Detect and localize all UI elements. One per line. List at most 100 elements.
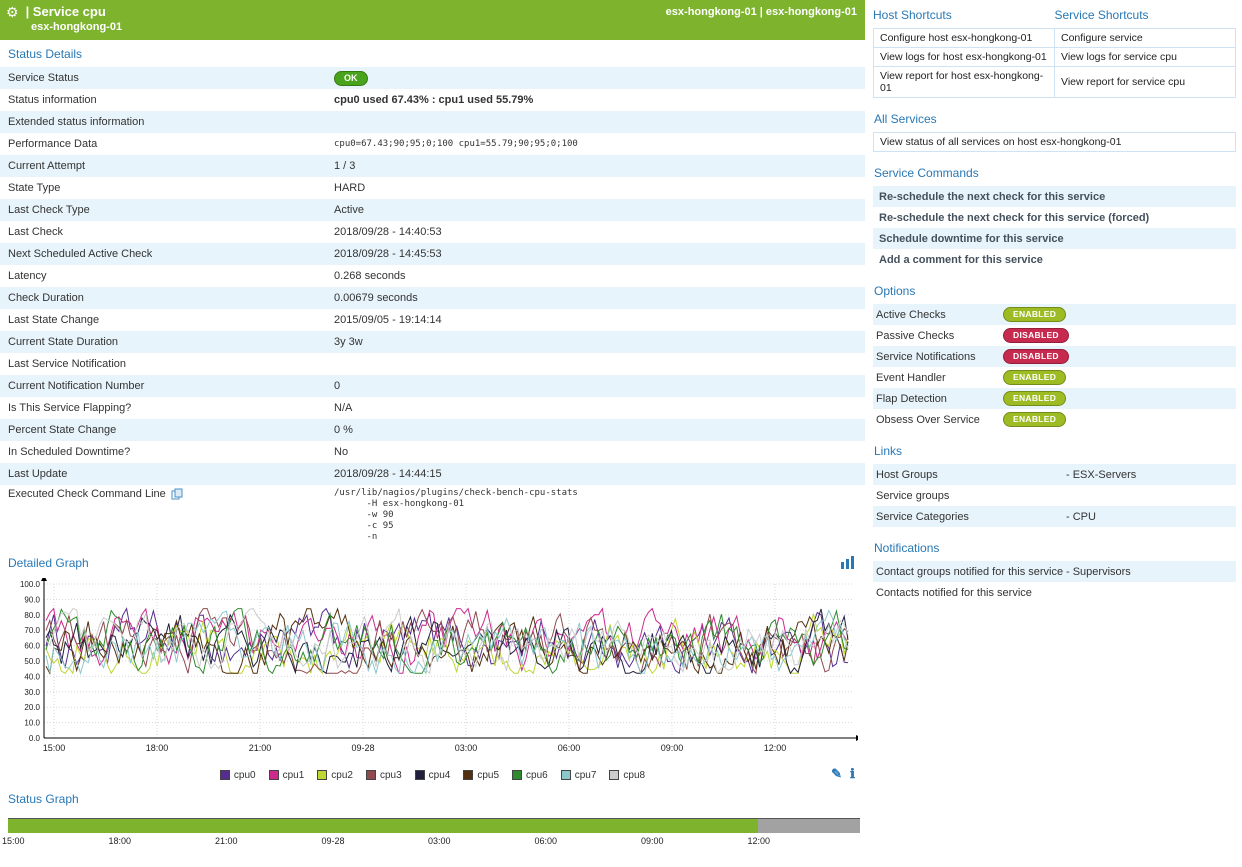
- legend-label: cpu4: [428, 769, 451, 781]
- option-state-badge[interactable]: ENABLED: [1003, 370, 1067, 385]
- status-row: Is This Service Flapping? N/A: [0, 397, 865, 419]
- x-tick-label: 15:00: [43, 743, 66, 753]
- status-row-label: Executed Check Command Line: [0, 488, 334, 500]
- service-shortcut-link[interactable]: Configure service: [1054, 28, 1236, 48]
- status-row: In Scheduled Downtime? No: [0, 441, 865, 463]
- service-shortcut-link[interactable]: View report for service cpu: [1054, 66, 1236, 98]
- link-row: Service Categories - CPU: [873, 506, 1236, 527]
- series-cpu3: [45, 608, 849, 675]
- status-row-label-text: Is This Service Flapping?: [8, 402, 132, 414]
- legend-item-cpu4: cpu4: [414, 769, 451, 781]
- status-row-label: Latency: [0, 270, 334, 282]
- status-row-label-text: In Scheduled Downtime?: [8, 446, 131, 458]
- status-row-value: cpu0 used 67.43% : cpu1 used 55.79%: [334, 94, 534, 106]
- shortcut-row: Configure host esx-hongkong-01 Configure …: [873, 28, 1236, 48]
- legend-label: cpu0: [233, 769, 256, 781]
- option-state-badge[interactable]: ENABLED: [1003, 391, 1067, 406]
- app: ⚙ | Service cpu esx-hongkong-01 esx-hong…: [0, 0, 1236, 849]
- status-x-tick-label: 03:00: [428, 836, 451, 846]
- x-tick-label: 03:00: [455, 743, 478, 753]
- y-tick-label: 60.0: [24, 642, 40, 651]
- status-row-label: Status information: [0, 94, 334, 106]
- shortcut-row: View logs for host esx-hongkong-01 View l…: [873, 47, 1236, 67]
- notification-label: Contact groups notified for this service: [876, 565, 1064, 578]
- option-row: Obsess Over Service ENABLED: [873, 409, 1236, 430]
- service-command-link[interactable]: Re-schedule the next check for this serv…: [879, 211, 1150, 224]
- graph-legend: cpu0 cpu1 cpu2 cpu3 cpu4 cpu5 cpu6 cpu7 cpu8: [0, 765, 865, 785]
- status-row-value: 0 %: [334, 424, 353, 436]
- link-label: Service groups: [876, 489, 950, 502]
- legend-item-cpu3: cpu3: [365, 769, 402, 781]
- gear-icon[interactable]: ⚙: [6, 3, 19, 20]
- service-command-link[interactable]: Schedule downtime for this service: [879, 232, 1064, 245]
- status-row-label-text: Last Check Type: [8, 204, 90, 216]
- shortcut-row: View report for host esx-hongkong-01 View…: [873, 66, 1236, 98]
- legend-label: cpu1: [282, 769, 305, 781]
- status-row-label: Current Attempt: [0, 160, 334, 172]
- legend-swatch-cpu3: [365, 770, 376, 780]
- option-row: Passive Checks DISABLED: [873, 325, 1236, 346]
- link-value[interactable]: - ESX-Servers: [1066, 468, 1137, 481]
- legend-label: cpu3: [379, 769, 402, 781]
- y-tick-label: 20.0: [24, 703, 40, 712]
- status-graph-title: Status Graph: [8, 792, 79, 806]
- header-breadcrumb[interactable]: esx-hongkong-01 | esx-hongkong-01: [665, 6, 857, 18]
- host-shortcut-link[interactable]: View report for host esx-hongkong-01: [873, 66, 1055, 98]
- status-graph[interactable]: 15:00 18:00 21:00 09-28 03:00 06:00 09:00 12:00: [0, 812, 865, 849]
- graph-tools: ✎ ℹ: [831, 766, 855, 782]
- option-state-badge[interactable]: ENABLED: [1003, 307, 1067, 322]
- status-row-label-text: Last Update: [8, 468, 68, 480]
- status-row: Last Check 2018/09/28 - 14:40:53: [0, 221, 865, 243]
- detailed-graph-plot[interactable]: 100.0 90.0 80.0 70.0 60.0 50.0 40.0 30.0 20.0 10.…: [6, 575, 862, 760]
- status-row-label-text: Current State Duration: [8, 336, 119, 348]
- pencil-icon[interactable]: ✎: [831, 766, 843, 781]
- option-state-badge[interactable]: ENABLED: [1003, 412, 1067, 427]
- status-row-value: OK: [334, 70, 865, 86]
- shortcuts-table: Configure host esx-hongkong-01 Configure …: [873, 28, 1236, 98]
- all-services-link[interactable]: View status of all services on host esx-…: [873, 132, 1236, 152]
- status-row-label-text: Performance Data: [8, 138, 98, 150]
- legend-swatch-cpu2: [317, 770, 328, 780]
- status-row-label: Is This Service Flapping?: [0, 402, 334, 414]
- status-row-label-text: Extended status information: [8, 116, 145, 128]
- detailed-graph[interactable]: 100.0 90.0 80.0 70.0 60.0 50.0 40.0 30.0 20.0 10.…: [0, 575, 865, 763]
- status-x-tick-label: 21:00: [215, 836, 238, 846]
- status-row: Extended status information: [0, 111, 865, 133]
- legend-swatch-cpu6: [512, 770, 523, 780]
- option-state-badge[interactable]: DISABLED: [1003, 349, 1069, 364]
- series-cpu4: [45, 608, 849, 675]
- legend-label: cpu5: [477, 769, 500, 781]
- host-shortcut-link[interactable]: View logs for host esx-hongkong-01: [873, 47, 1055, 67]
- status-x-tick-label: 18:00: [108, 836, 132, 846]
- service-command-link[interactable]: Re-schedule the next check for this serv…: [879, 190, 1106, 203]
- info-icon[interactable]: ℹ: [850, 766, 855, 781]
- status-x-tick-label: 09:00: [641, 836, 664, 846]
- service-commands-title: Service Commands: [874, 166, 979, 180]
- status-row-value: 1 / 3: [334, 160, 356, 172]
- status-row-label-text: Executed Check Command Line: [8, 488, 166, 500]
- status-row-label: Last Check: [0, 226, 334, 238]
- y-tick-label: 40.0: [24, 672, 40, 681]
- option-state-badge[interactable]: DISABLED: [1003, 328, 1069, 343]
- status-row: Last State Change 2015/09/05 - 19:14:14: [0, 309, 865, 331]
- status-graph-bar[interactable]: [8, 818, 860, 833]
- link-value[interactable]: - CPU: [1066, 510, 1096, 523]
- series-cpu0: [45, 607, 849, 675]
- links-title: Links: [874, 444, 903, 458]
- notification-value[interactable]: - Supervisors: [1066, 565, 1131, 578]
- header-titles: ⚙ | Service cpu esx-hongkong-01: [6, 4, 122, 34]
- status-row: Last Update 2018/09/28 - 14:44:15: [0, 463, 865, 485]
- status-row-label-text: Check Duration: [8, 292, 84, 304]
- copy-command-icon[interactable]: [171, 488, 183, 500]
- service-shortcut-link[interactable]: View logs for service cpu: [1054, 47, 1236, 67]
- legend-swatch-cpu8: [609, 770, 620, 780]
- status-row-label-text: Percent State Change: [8, 424, 117, 436]
- bar-chart-icon[interactable]: [841, 556, 855, 569]
- status-graph-xaxis: 15:00 18:00 21:00 09-28 03:00 06:00 09:00 12:00: [2, 835, 860, 849]
- service-command-link[interactable]: Add a comment for this service: [879, 253, 1043, 266]
- host-shortcut-link[interactable]: Configure host esx-hongkong-01: [873, 28, 1055, 48]
- legend-item-cpu5: cpu5: [463, 770, 499, 781]
- series-cpu8: [45, 608, 849, 675]
- legend-label: cpu7: [574, 769, 597, 781]
- option-row: Event Handler ENABLED: [873, 367, 1236, 388]
